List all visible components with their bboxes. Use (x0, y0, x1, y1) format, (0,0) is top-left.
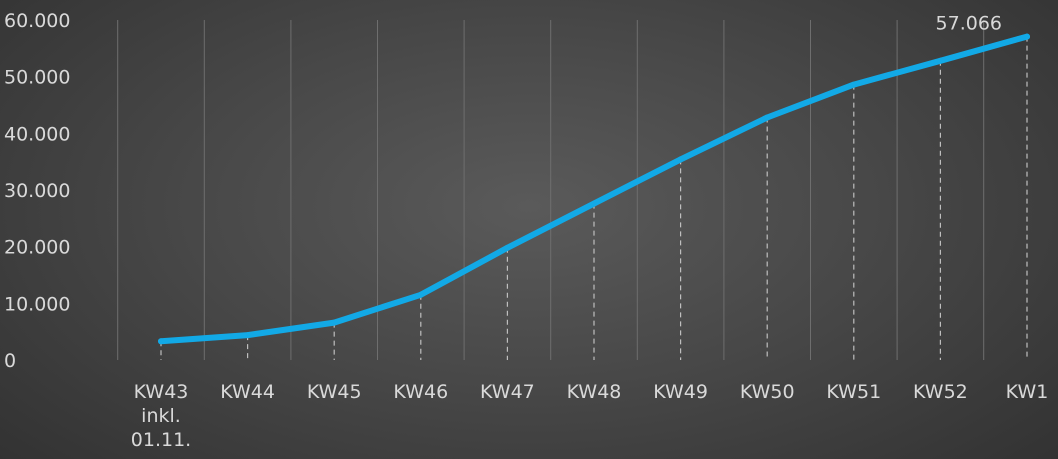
series-line-group (158, 33, 1030, 345)
data-point (1024, 33, 1030, 40)
x-tick-label: KW44 (220, 381, 275, 403)
data-point (504, 244, 511, 251)
x-tick-label: KW49 (653, 381, 708, 403)
data-labels: 57.066 (936, 13, 1002, 35)
y-tick-label: 10.000 (4, 293, 70, 315)
x-tick-label: KW46 (393, 381, 448, 403)
y-tick-label: 50.000 (4, 67, 70, 89)
data-point (591, 200, 597, 207)
y-tick-label: 20.000 (4, 237, 70, 259)
x-tick-label: KW51 (826, 381, 881, 403)
y-tick-label: 0 (4, 350, 16, 372)
x-tick-label: KW43 inkl. 01.11. (131, 381, 191, 451)
y-tick-label: 40.000 (4, 123, 70, 145)
data-point (244, 332, 251, 339)
data-point (417, 291, 424, 298)
x-tick-label: KW48 (567, 381, 622, 403)
data-point (850, 81, 857, 88)
data-label: 57.066 (936, 13, 1002, 35)
data-point (937, 57, 944, 64)
data-point (158, 338, 164, 345)
x-tick-label: KW45 (307, 381, 362, 403)
x-tick-label: KW1 (1006, 381, 1049, 403)
y-tick-label: 60.000 (4, 10, 70, 32)
data-point (331, 319, 338, 326)
drop-lines (160, 36, 1028, 360)
x-tick-label: KW50 (740, 381, 795, 403)
data-point (677, 156, 684, 163)
data-point (764, 114, 771, 121)
x-axis-tick-labels: KW43 inkl. 01.11. KW44 KW45 KW46 KW47 KW48 KW49 K… (131, 381, 1049, 451)
x-tick-label: KW52 (913, 381, 968, 403)
vertical-gridlines (117, 20, 985, 360)
x-tick-label: KW47 (480, 381, 535, 403)
y-axis-tick-labels: 0 10.000 20.000 30.000 40.000 50.000 60.000 (4, 10, 70, 372)
y-tick-label: 30.000 (4, 180, 70, 202)
